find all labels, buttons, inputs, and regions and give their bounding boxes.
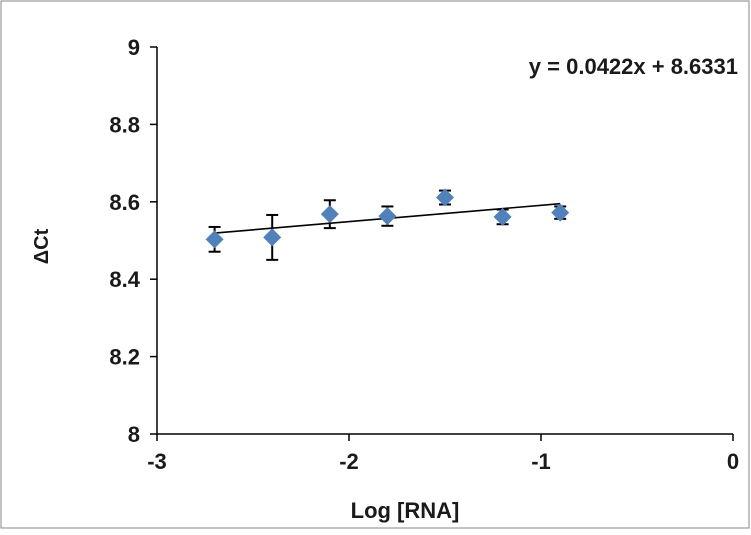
x-tick-label: 0 (727, 449, 739, 474)
x-axis-label: Log [RNA] (351, 498, 460, 523)
axes (156, 47, 733, 435)
data-point (320, 205, 339, 224)
data-point (205, 230, 224, 249)
y-tick-label: 8.4 (109, 267, 140, 292)
y-tick-label: 8 (128, 422, 140, 447)
y-tick-label: 8.8 (109, 112, 140, 137)
x-tick-label: -1 (531, 449, 551, 474)
ticks: 8 8.2 8.4 8.6 8.8 9 -3 -2 -1 0 (109, 35, 739, 474)
data-point (493, 207, 512, 226)
data-point (378, 207, 397, 226)
y-tick-label: 8.2 (109, 345, 140, 370)
y-axis-label: ΔCt (31, 228, 53, 264)
data-point (263, 228, 282, 247)
series (205, 188, 570, 261)
y-tick-label: 9 (128, 35, 140, 60)
data-point (551, 203, 570, 222)
trendline-equation: y = 0.0422x + 8.6331 (529, 54, 738, 79)
data-point (436, 188, 454, 207)
x-tick-label: -3 (147, 449, 167, 474)
x-tick-label: -2 (339, 449, 359, 474)
y-tick-label: 8.6 (109, 190, 140, 215)
